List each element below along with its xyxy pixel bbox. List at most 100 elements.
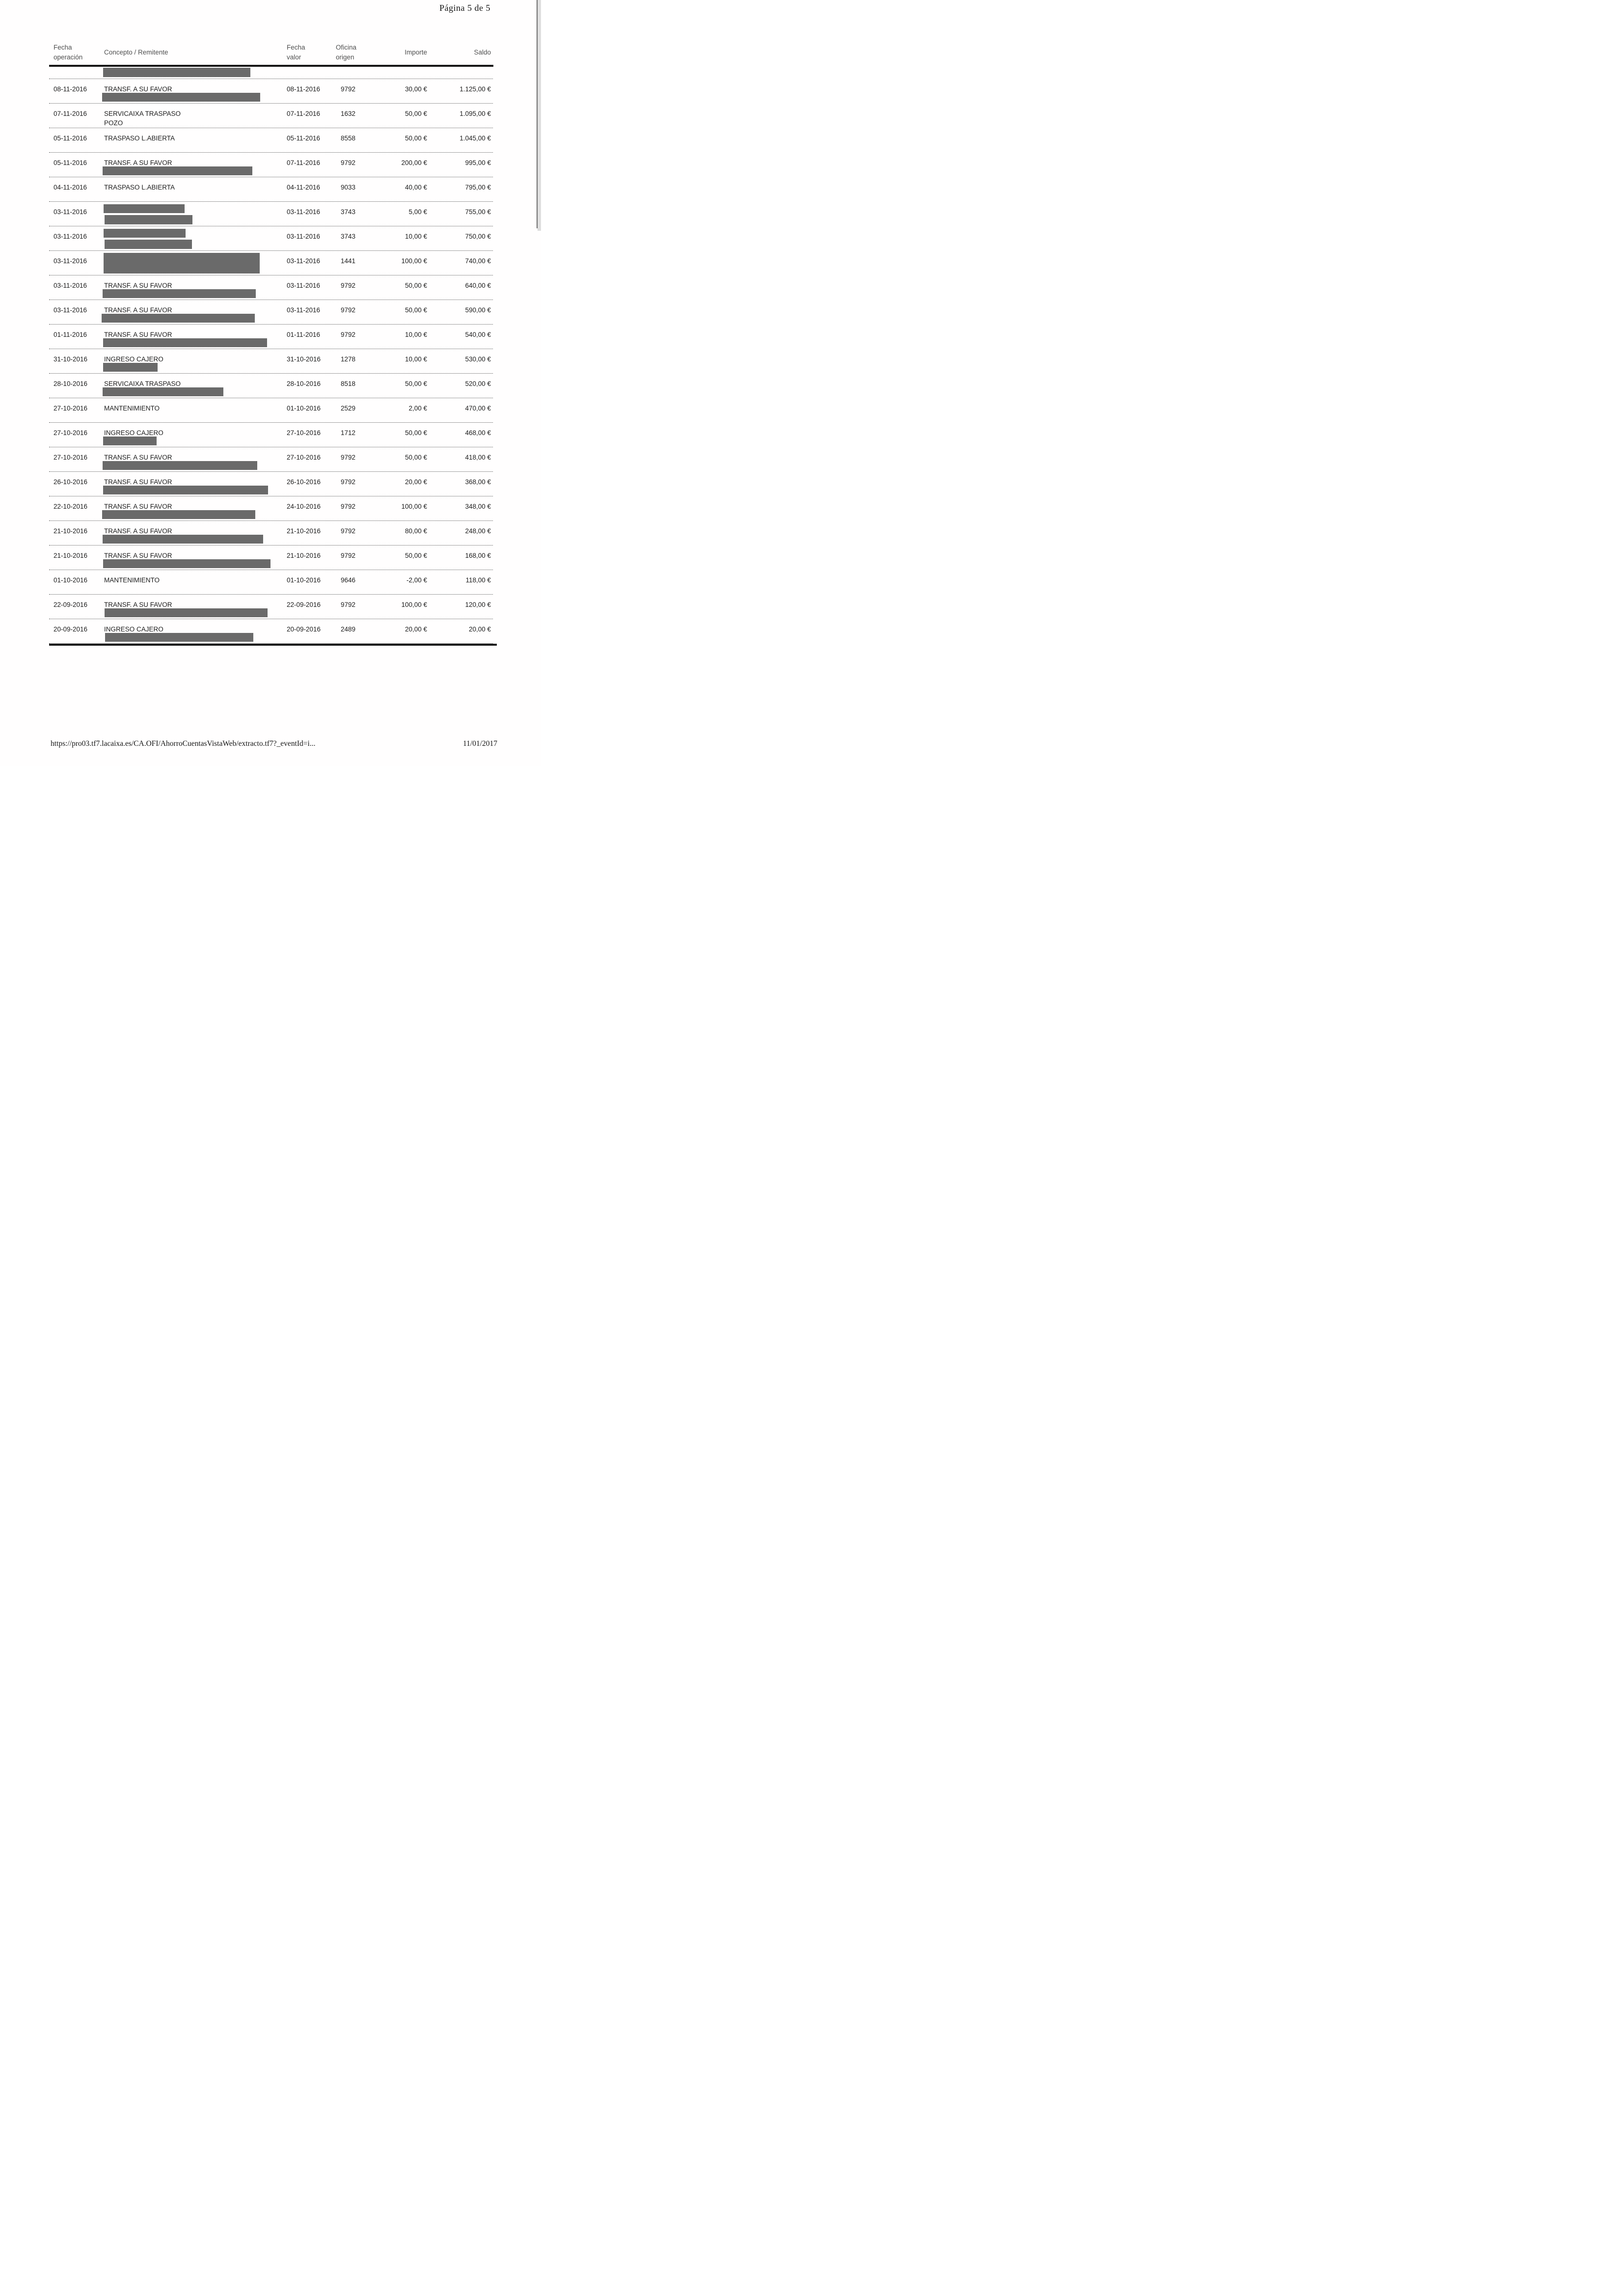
table-row: 08-11-2016 TRANSF. A SU FAVOR 08-11-2016 97… xyxy=(49,79,493,104)
cell-fecha-valor: 03-11-2016 xyxy=(287,257,321,265)
cell-oficina-origen: 9646 xyxy=(341,576,356,584)
cell-importe: 50,00 € xyxy=(405,380,427,387)
cell-fecha-valor: 03-11-2016 xyxy=(287,306,321,314)
cell-saldo: 540,00 € xyxy=(465,331,491,338)
column-header-concepto-remitente: Concepto / Remitente xyxy=(104,49,168,56)
cell-fecha-valor: 05-11-2016 xyxy=(287,135,321,142)
table-row: 22-09-2016 TRANSF. A SU FAVOR 22-09-2016 97… xyxy=(49,595,493,619)
cell-oficina-origen: 9792 xyxy=(341,601,356,608)
cell-fecha-valor: 26-10-2016 xyxy=(287,478,321,486)
cell-oficina-origen: 9792 xyxy=(341,85,356,93)
cell-concepto-remitente: TRANSF. A SU FAVOR xyxy=(104,503,172,510)
table-row: 27-10-2016 INGRESO CAJERO 27-10-2016 1712 50… xyxy=(49,423,493,447)
cell-importe: 50,00 € xyxy=(405,306,427,314)
print-date: 11/01/2017 xyxy=(462,739,497,748)
redaction-bar xyxy=(102,510,255,519)
cell-concepto-remitente: SERVICAIXA TRASPASO xyxy=(104,110,181,117)
redaction-bar xyxy=(104,204,185,213)
cell-oficina-origen: 1441 xyxy=(341,257,356,265)
cell-importe: -2,00 € xyxy=(406,576,427,584)
cell-oficina-origen: 8558 xyxy=(341,135,356,142)
table-row: 26-10-2016 TRANSF. A SU FAVOR 26-10-2016 97… xyxy=(49,472,493,496)
cell-importe: 200,00 € xyxy=(401,159,427,166)
column-header-saldo: Saldo xyxy=(474,49,491,56)
cell-fecha-valor: 01-10-2016 xyxy=(287,405,321,412)
cell-importe: 100,00 € xyxy=(401,257,427,265)
cell-importe: 20,00 € xyxy=(405,626,427,633)
cell-fecha-operacion: 22-10-2016 xyxy=(54,503,88,510)
table-row: 22-10-2016 TRANSF. A SU FAVOR 24-10-2016 97… xyxy=(49,496,493,521)
cell-saldo: 120,00 € xyxy=(465,601,491,608)
cell-concepto-remitente: SERVICAIXA TRASPASO xyxy=(104,380,181,387)
table-row: 03-11-2016 03-11-2016 3743 10,00 € 750,00 € xyxy=(49,226,493,251)
table-header-rule xyxy=(49,65,493,67)
column-header-oficina-origen: Oficina origen xyxy=(336,43,356,62)
cell-concepto-remitente: TRANSF. A SU FAVOR xyxy=(104,306,172,314)
table-row: 27-10-2016 TRANSF. A SU FAVOR 27-10-2016 97… xyxy=(49,447,493,472)
cell-fecha-valor: 03-11-2016 xyxy=(287,208,321,216)
cell-concepto-remitente: TRASPASO L.ABIERTA xyxy=(104,135,175,142)
cell-saldo: 1.045,00 € xyxy=(460,135,491,142)
column-header-fecha-valor: Fecha valor xyxy=(287,43,305,62)
cell-oficina-origen: 9792 xyxy=(341,503,356,510)
cell-oficina-origen: 2489 xyxy=(341,626,356,633)
cell-fecha-operacion: 27-10-2016 xyxy=(54,454,88,461)
cell-importe: 50,00 € xyxy=(405,429,427,437)
cell-fecha-valor: 04-11-2016 xyxy=(287,184,321,191)
cell-oficina-origen: 9792 xyxy=(341,454,356,461)
cell-importe: 100,00 € xyxy=(401,601,427,608)
redaction-bar xyxy=(105,215,192,224)
transaction-table: 08-11-2016 TRANSF. A SU FAVOR 08-11-2016 97… xyxy=(49,67,493,644)
cell-concepto-remitente: TRANSF. A SU FAVOR xyxy=(104,159,172,166)
cell-saldo: 795,00 € xyxy=(465,184,491,191)
cell-saldo: 118,00 € xyxy=(465,576,491,584)
cell-fecha-operacion: 27-10-2016 xyxy=(54,405,88,412)
cell-concepto-remitente: TRASPASO L.ABIERTA xyxy=(104,184,175,191)
page-indicator: Página 5 de 5 xyxy=(439,3,490,13)
cell-fecha-operacion: 03-11-2016 xyxy=(54,233,87,240)
cell-importe: 50,00 € xyxy=(405,282,427,289)
cell-saldo: 1.125,00 € xyxy=(460,85,491,93)
cell-saldo: 755,00 € xyxy=(465,208,491,216)
cell-saldo: 248,00 € xyxy=(465,527,491,535)
cell-concepto-remitente: TRANSF. A SU FAVOR xyxy=(104,454,172,461)
cell-importe: 100,00 € xyxy=(401,503,427,510)
table-row: 28-10-2016 SERVICAIXA TRASPASO 28-10-2016 8… xyxy=(49,374,493,398)
cell-oficina-origen: 9792 xyxy=(341,552,356,559)
table-row: 03-11-2016 03-11-2016 1441 100,00 € 740,00 € xyxy=(49,251,493,275)
cell-oficina-origen: 3743 xyxy=(341,208,356,216)
source-url: https://pro03.tf7.lacaixa.es/CA.OFI/Ahor… xyxy=(51,739,316,748)
cell-fecha-valor: 31-10-2016 xyxy=(287,355,321,363)
cell-concepto-remitente: TRANSF. A SU FAVOR xyxy=(104,478,172,486)
cell-concepto-remitente: TRANSF. A SU FAVOR xyxy=(104,85,172,93)
redaction-bar xyxy=(105,608,268,617)
cell-fecha-valor: 01-11-2016 xyxy=(287,331,321,338)
cell-saldo: 468,00 € xyxy=(465,429,491,437)
cell-concepto-remitente: TRANSF. A SU FAVOR xyxy=(104,331,172,338)
cell-fecha-operacion: 27-10-2016 xyxy=(54,429,88,437)
table-bottom-rule xyxy=(49,644,497,646)
cell-importe: 40,00 € xyxy=(405,184,427,191)
cell-fecha-operacion: 08-11-2016 xyxy=(54,85,87,93)
cell-saldo: 740,00 € xyxy=(465,257,491,265)
cell-saldo: 348,00 € xyxy=(465,503,491,510)
table-row: 04-11-2016 TRASPASO L.ABIERTA 04-11-2016 90… xyxy=(49,177,493,202)
cell-fecha-operacion: 04-11-2016 xyxy=(54,184,87,191)
cell-concepto-remitente: INGRESO CAJERO xyxy=(104,429,163,437)
cell-saldo: 750,00 € xyxy=(465,233,491,240)
cell-fecha-valor: 22-09-2016 xyxy=(287,601,321,608)
redaction-bar xyxy=(103,387,223,396)
cell-fecha-valor: 28-10-2016 xyxy=(287,380,321,387)
table-row: 07-11-2016 SERVICAIXA TRASPASO POZO 07-11-2… xyxy=(49,104,493,128)
scanner-edge-artifact xyxy=(538,0,541,231)
cell-fecha-operacion: 01-10-2016 xyxy=(54,576,88,584)
cell-fecha-operacion: 22-09-2016 xyxy=(54,601,88,608)
cell-oficina-origen: 9792 xyxy=(341,478,356,486)
cell-fecha-valor: 01-10-2016 xyxy=(287,576,321,584)
redaction-bar xyxy=(103,338,267,347)
cell-concepto-remitente: INGRESO CAJERO xyxy=(104,355,163,363)
cell-oficina-origen: 9792 xyxy=(341,527,356,535)
cell-fecha-valor: 07-11-2016 xyxy=(287,159,321,166)
cell-saldo: 1.095,00 € xyxy=(460,110,491,117)
redaction-bar xyxy=(103,535,263,544)
